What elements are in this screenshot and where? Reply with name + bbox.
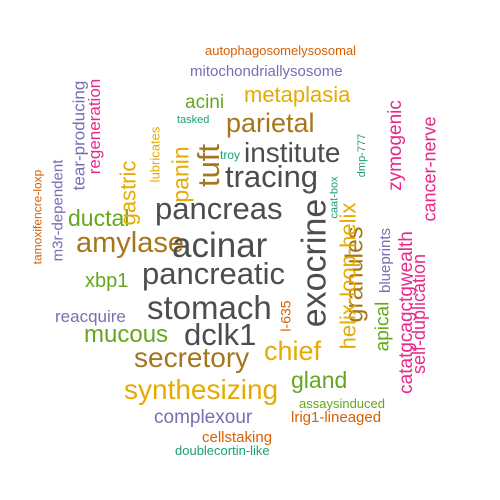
word-regeneration: regeneration — [85, 78, 105, 175]
word-gland: gland — [291, 367, 348, 393]
word-dclk1: dclk1 — [184, 317, 257, 352]
word-zymogenic: zymogenic — [384, 100, 406, 191]
word-blueprints: blueprints — [377, 227, 395, 294]
word-tracing: tracing — [225, 159, 319, 194]
word-chief: chief — [264, 336, 322, 366]
word-tuft: tuft — [191, 143, 227, 188]
word-mitochondriallysosome: mitochondriallysosome — [190, 63, 343, 80]
word-helix-loop-helix: helix-loop-helix — [335, 202, 361, 350]
word-pancreatic: pancreatic — [142, 256, 286, 291]
word-lubricates: lubricates — [147, 126, 163, 183]
word-gastric: gastric — [115, 160, 141, 226]
word-cellstaking: cellstaking — [202, 429, 273, 446]
word-apical: apical — [372, 301, 394, 352]
word-doublecortin-like: doublecortin-like — [175, 443, 270, 458]
word-secretory: secretory — [134, 342, 250, 373]
word-ductal: ductal — [68, 205, 130, 231]
word-troy: troy — [220, 148, 241, 162]
word-acini: acini — [185, 92, 225, 113]
word-institute: institute — [244, 137, 341, 168]
word-mucous: mucous — [84, 321, 169, 348]
word-parietal: parietal — [226, 108, 315, 138]
word-acinar: acinar — [172, 226, 268, 265]
word-metaplasia: metaplasia — [244, 82, 351, 107]
word-pancreas: pancreas — [155, 191, 283, 226]
word-assaysinduced: assaysinduced — [299, 396, 385, 411]
word-synthesizing: synthesizing — [124, 374, 279, 405]
word-panin: panin — [167, 146, 194, 203]
word-stomach: stomach — [147, 289, 272, 326]
word-exocrine: exocrine — [295, 198, 334, 328]
word-lrig1-lineaged: lrig1-lineaged — [291, 409, 382, 426]
word-autophagosomelysosomal: autophagosomelysosomal — [205, 43, 357, 58]
word-l-635: l-635 — [277, 300, 294, 332]
word-cancer-nerve: cancer-nerve — [419, 116, 440, 222]
word-m3r-dependent: m3r-dependent — [49, 159, 67, 262]
word-tamoxifencre-loxp: tamoxifencre-loxp — [30, 169, 45, 265]
word-xbp1: xbp1 — [85, 270, 129, 292]
word-self-duplication: self-duplication — [409, 253, 430, 375]
word-dmp-777: dmp-777 — [356, 133, 369, 178]
word-tasked: tasked — [177, 114, 210, 126]
word-reacquire: reacquire — [55, 307, 126, 326]
word-complexour: complexour — [154, 407, 253, 428]
word-amylase: amylase — [76, 227, 184, 259]
